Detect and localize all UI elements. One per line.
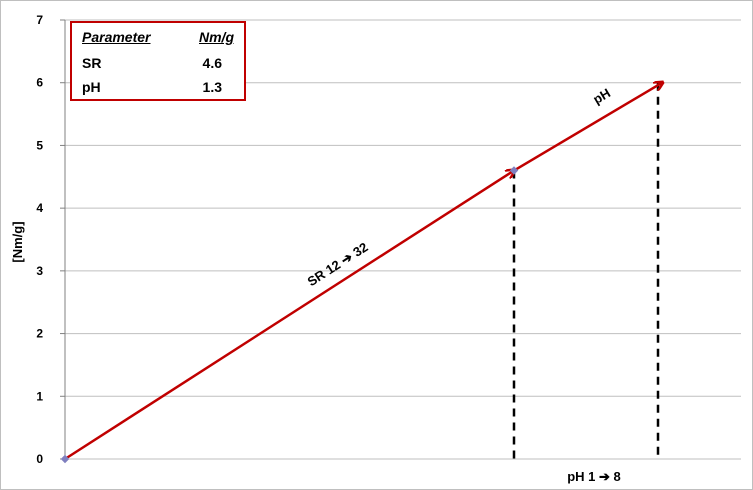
series-label-sr: SR 12 ➔ 32 bbox=[305, 239, 371, 289]
legend-row-ph-value: 1.3 bbox=[202, 79, 222, 95]
y-axis-label: [Nm/g] bbox=[10, 221, 25, 262]
legend-row-sr: SR 4.6 bbox=[82, 55, 234, 73]
tick-label-y-4: 4 bbox=[36, 201, 43, 215]
series-arrows bbox=[64, 83, 662, 461]
data-marker-0 bbox=[60, 454, 70, 464]
legend-row-sr-name: SR bbox=[82, 55, 102, 71]
tick-label-y-3: 3 bbox=[36, 264, 43, 278]
legend-header-unit: Nm/g bbox=[199, 29, 234, 45]
legend-header-row: Parameter Nm/g bbox=[82, 29, 234, 47]
y-axis-ticks: 0 1 2 3 4 5 6 7 bbox=[36, 13, 65, 466]
tick-label-y-7: 7 bbox=[36, 13, 43, 27]
tick-label-y-0: 0 bbox=[36, 452, 43, 466]
arrow-ph bbox=[513, 83, 662, 172]
legend-row-ph-name: pH bbox=[82, 79, 101, 95]
tick-label-y-6: 6 bbox=[36, 76, 43, 90]
grid-lines bbox=[65, 19, 741, 460]
arrow-sr bbox=[64, 171, 514, 461]
legend-header-parameter: Parameter bbox=[82, 29, 151, 45]
tick-label-y-1: 1 bbox=[36, 389, 43, 403]
ph-range-label: pH 1 ➔ 8 bbox=[567, 469, 621, 484]
tick-label-y-2: 2 bbox=[36, 327, 43, 341]
drop-lines bbox=[512, 82, 660, 459]
legend-row-sr-value: 4.6 bbox=[202, 55, 222, 71]
legend-table: Parameter Nm/g SR 4.6 pH 1.3 bbox=[70, 21, 246, 101]
series-label-ph: pH bbox=[590, 85, 613, 107]
legend-row-ph: pH 1.3 bbox=[82, 79, 234, 97]
tick-label-y-5: 5 bbox=[36, 138, 43, 152]
